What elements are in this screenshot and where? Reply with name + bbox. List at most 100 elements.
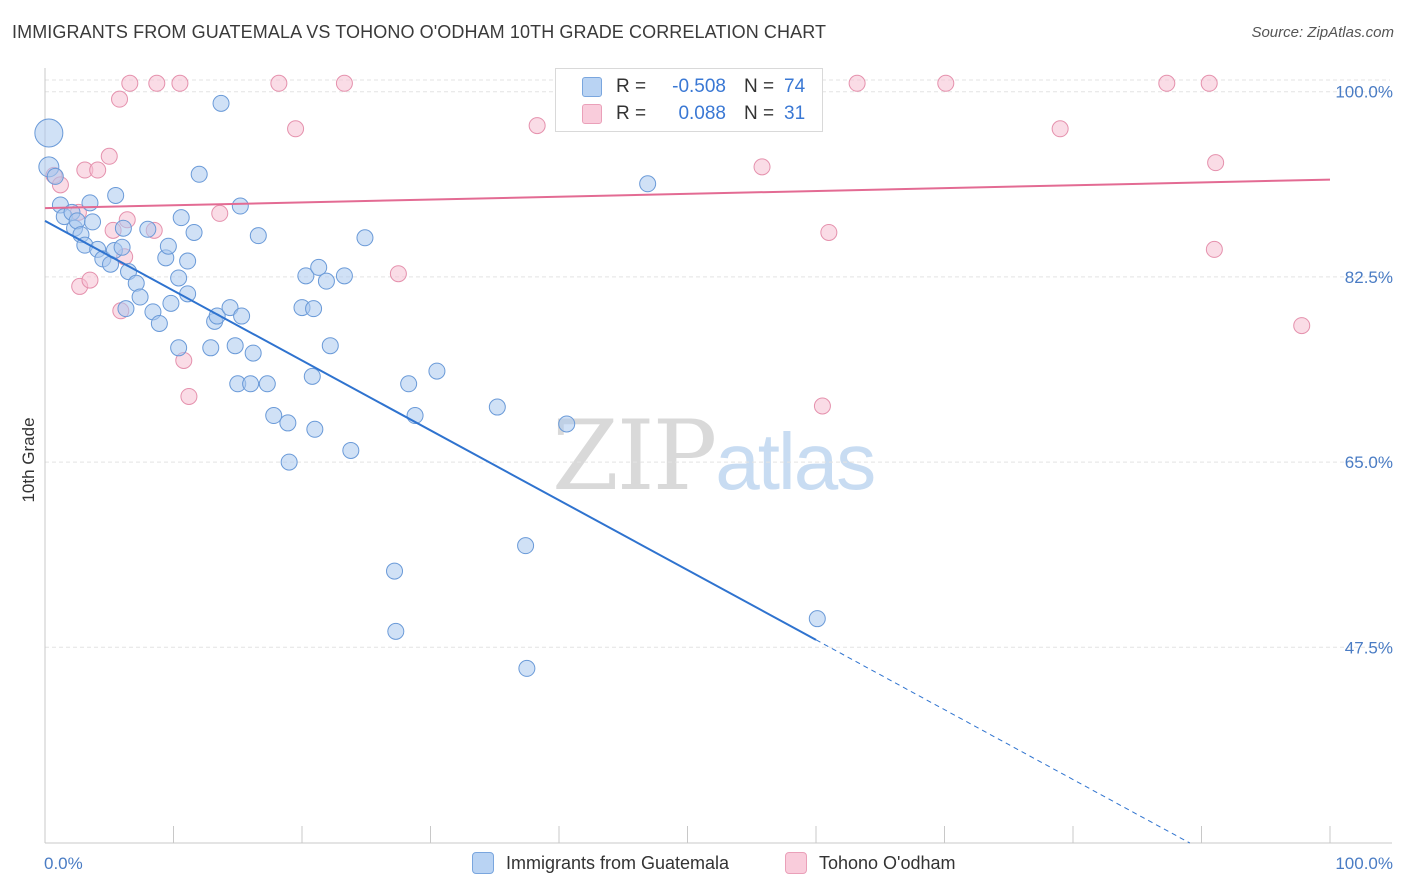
legend-n-value: 74 <box>784 76 806 97</box>
legend-swatch-pink <box>582 104 602 124</box>
guatemala-point <box>356 229 374 247</box>
series-legend-label: Immigrants from Guatemala <box>506 852 730 873</box>
guatemala-point <box>265 407 283 425</box>
y-tick-label: 47.5% <box>1345 638 1393 657</box>
guatemala-point <box>639 175 657 193</box>
tohono-point <box>180 387 198 405</box>
guatemala-point <box>386 562 404 580</box>
guatemala-point <box>150 314 168 332</box>
tohono-point <box>148 74 166 92</box>
guatemala-point <box>107 186 125 204</box>
guatemala-point <box>258 375 276 393</box>
tohono-point <box>287 120 305 138</box>
y-tick-label: 82.5% <box>1345 268 1393 287</box>
legend-r-value: -0.508 <box>672 76 726 97</box>
legend-r-label: R = <box>616 103 647 124</box>
series-swatch-blue <box>472 852 494 874</box>
guatemala-point <box>428 362 446 380</box>
guatemala-point <box>321 337 339 355</box>
tohono-trend-line <box>44 178 1331 210</box>
guatemala-point <box>400 375 418 393</box>
chart-title: IMMIGRANTS FROM GUATEMALA VS TOHONO O'OD… <box>12 22 827 42</box>
tohono-point <box>1051 120 1069 138</box>
x-tick-label: 0.0% <box>44 854 83 873</box>
y-tick-label: 100.0% <box>1335 83 1393 102</box>
legend-row-tohono: R = 0.088 N = 31 <box>582 101 814 127</box>
tohono-point <box>89 161 107 179</box>
trend-lines <box>44 178 1331 844</box>
guatemala-point <box>221 299 239 317</box>
guatemala-point <box>231 197 249 215</box>
legend-r-label: R = <box>616 76 647 97</box>
guatemala-point <box>170 339 188 357</box>
watermark: ZIPatlas <box>552 400 876 512</box>
watermark-zip: ZIP <box>552 400 717 512</box>
grid-lines <box>45 79 1390 648</box>
guatemala-point <box>249 227 267 245</box>
guatemala-point <box>81 194 99 212</box>
tohono-point <box>270 74 288 92</box>
guatemala-point <box>84 213 102 231</box>
guatemala-point <box>226 337 244 355</box>
y-axis-label: 10th Grade <box>19 417 38 502</box>
guatemala-point <box>190 165 208 183</box>
guatemala-point <box>342 441 360 459</box>
guatemala-point <box>114 219 132 237</box>
guatemala-point <box>233 307 251 325</box>
guatemala-point <box>306 420 324 438</box>
tohono-point <box>81 271 99 289</box>
y-tick-label: 65.0% <box>1345 453 1393 472</box>
tohono-point <box>1200 74 1218 92</box>
series-legend-tohono: Tohono O'odham <box>785 852 956 874</box>
guatemala-point <box>303 367 321 385</box>
guatemala-point <box>131 288 149 306</box>
guatemala-point <box>185 223 203 241</box>
tohono-point <box>848 74 866 92</box>
tick-labels: 47.5% 65.0% 82.5% 100.0% 0.0% 100.0% <box>44 83 1393 873</box>
tohono-point <box>1207 154 1225 172</box>
tohono-point <box>121 74 139 92</box>
source-label: Source: ZipAtlas.com <box>1251 24 1394 41</box>
guatemala-point <box>139 220 157 238</box>
guatemala-point <box>162 294 180 312</box>
guatemala-trend-extension <box>815 639 1191 844</box>
guatemala-point <box>488 398 506 416</box>
tohono-point <box>813 397 831 415</box>
legend-row-guatemala: R = -0.508 N = 74 <box>582 74 814 100</box>
guatemala-point <box>279 414 297 432</box>
guatemala-trend-line <box>44 219 817 641</box>
guatemala-point <box>305 300 323 318</box>
tohono-point <box>171 74 189 92</box>
tohono-point <box>389 265 407 283</box>
guatemala-point <box>202 339 220 357</box>
guatemala-point <box>212 94 230 112</box>
tohono-point <box>111 90 129 108</box>
guatemala-point <box>242 375 260 393</box>
guatemala-point <box>170 269 188 287</box>
series-legend-label: Tohono O'odham <box>819 852 956 873</box>
series-swatch-pink <box>785 852 807 874</box>
tohono-point <box>211 204 229 222</box>
tohono-point <box>100 147 118 165</box>
guatemala-point <box>34 118 64 148</box>
tohono-point <box>1293 317 1311 335</box>
guatemala-point <box>113 238 131 256</box>
tohono-point <box>335 74 353 92</box>
series-legend: Immigrants from Guatemala Tohono O'odham <box>0 852 1406 876</box>
guatemala-point <box>244 344 262 362</box>
guatemala-point <box>517 537 535 555</box>
guatemala-point <box>172 209 190 227</box>
legend-n-label: N = <box>744 103 775 124</box>
legend-n-value: 31 <box>784 103 806 124</box>
legend-r-value: 0.088 <box>678 103 726 124</box>
guatemala-point <box>808 610 826 628</box>
x-tick-label: 100.0% <box>1335 854 1393 873</box>
tohono-point <box>1205 240 1223 258</box>
tohono-point <box>1158 74 1176 92</box>
tohono-point <box>820 223 838 241</box>
tohono-point <box>528 117 546 135</box>
guatemala-point <box>310 258 328 276</box>
guatemala-point <box>179 252 197 270</box>
guatemala-points <box>34 94 826 677</box>
